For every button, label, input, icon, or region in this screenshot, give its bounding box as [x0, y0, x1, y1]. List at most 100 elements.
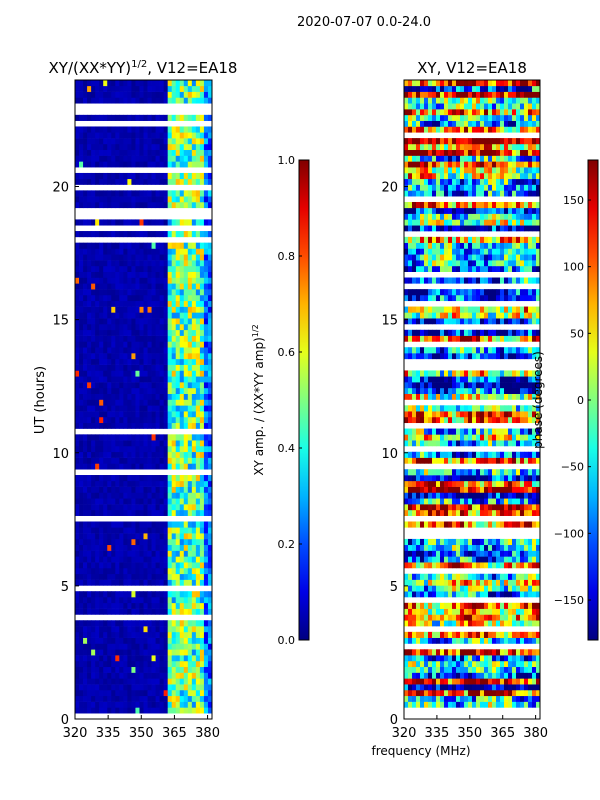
heatmap-cell	[123, 190, 128, 197]
heatmap-cell	[536, 689, 541, 697]
heatmap-cell	[115, 260, 120, 267]
heatmap-cell	[171, 579, 177, 586]
heatmap-cell	[424, 428, 429, 435]
heatmap-cell	[167, 538, 173, 546]
heatmap-cell	[444, 387, 449, 394]
heatmap-cell	[408, 475, 413, 482]
heatmap-cell	[500, 556, 505, 563]
heatmap-cell	[135, 376, 140, 383]
heatmap-cell	[488, 521, 493, 528]
heatmap-cell	[480, 666, 485, 673]
heatmap-cell	[87, 550, 92, 557]
heatmap-cell	[171, 399, 177, 406]
heatmap-cell	[175, 626, 181, 633]
heatmap-cell	[512, 451, 517, 458]
heatmap-cell	[179, 85, 185, 92]
heatmap-cell	[155, 550, 161, 557]
heatmap-cell	[131, 178, 136, 185]
heatmap-cell	[163, 85, 169, 92]
heatmap-cell	[163, 480, 169, 487]
heatmap-cell	[476, 562, 481, 569]
heatmap-cell	[123, 231, 128, 238]
heatmap-cell	[139, 178, 144, 185]
heatmap-cell	[167, 242, 173, 249]
heatmap-cell	[420, 631, 425, 638]
heatmap-cell	[147, 161, 152, 168]
heatmap-cell	[404, 538, 409, 546]
heatmap-cell	[500, 347, 505, 354]
heatmap-cell	[79, 463, 84, 470]
heatmap-cell	[516, 678, 521, 685]
amplitude-heatmap[interactable]	[75, 80, 213, 714]
heatmap-cell	[452, 637, 457, 644]
heatmap-cell	[115, 416, 120, 424]
heatmap-cell	[167, 323, 173, 331]
heatmap-cell	[171, 178, 177, 185]
heatmap-cell	[87, 190, 92, 197]
heatmap-cell	[508, 440, 513, 447]
heatmap-cell	[416, 469, 421, 476]
heatmap-cell	[456, 608, 461, 615]
heatmap-cell	[492, 434, 497, 441]
heatmap-cell	[432, 701, 437, 708]
heatmap-cell	[115, 231, 120, 238]
heatmap-cell	[203, 527, 209, 534]
heatmap-cell	[412, 411, 417, 418]
phase-heatmap[interactable]	[404, 80, 541, 708]
heatmap-cell	[488, 469, 493, 476]
heatmap-cell	[171, 504, 177, 511]
heatmap-cell	[408, 428, 413, 435]
heatmap-cell	[536, 382, 541, 389]
heatmap-cell	[183, 358, 189, 365]
heatmap-cell	[171, 660, 177, 668]
heatmap-cell	[139, 562, 144, 569]
heatmap-cell	[199, 155, 205, 162]
heatmap-cell	[420, 550, 425, 557]
heatmap-cell	[436, 486, 441, 493]
heatmap-cell	[191, 376, 197, 383]
heatmap-cell	[87, 440, 92, 447]
heatmap-cell	[139, 695, 144, 702]
heatmap-cell	[187, 143, 193, 151]
heatmap-cell	[171, 260, 177, 267]
heatmap-cell	[464, 701, 469, 708]
heatmap-cell	[79, 358, 84, 365]
heatmap-cell	[143, 405, 148, 412]
heatmap-cell	[191, 445, 197, 453]
heatmap-cell	[123, 80, 128, 87]
heatmap-cell	[155, 498, 161, 505]
heatmap-cell	[75, 538, 80, 546]
heatmap-cell	[83, 91, 88, 98]
heatmap-cell	[175, 364, 181, 371]
heatmap-cell	[488, 353, 493, 360]
heatmap-cell	[524, 504, 529, 511]
heatmap-cell	[187, 597, 193, 604]
heatmap-cell	[79, 701, 84, 708]
heatmap-cell	[91, 660, 96, 668]
heatmap-cell	[111, 399, 116, 406]
heatmap-cell	[448, 556, 453, 563]
heatmap-cell	[424, 637, 429, 644]
heatmap-cell	[107, 486, 112, 493]
heatmap-cell	[404, 411, 409, 418]
heatmap-cell	[167, 155, 173, 162]
heatmap-cell	[131, 463, 136, 470]
heatmap-cell	[195, 387, 201, 394]
heatmap-cell	[95, 480, 100, 487]
heatmap-cell	[143, 498, 148, 505]
heatmap-cell	[75, 376, 80, 383]
heatmap-cell	[83, 277, 88, 284]
heatmap-cell	[171, 597, 177, 604]
heatmap-cell	[448, 469, 453, 476]
heatmap-cell	[167, 393, 173, 400]
heatmap-cell	[95, 701, 100, 708]
heatmap-cell	[99, 254, 104, 261]
heatmap-cell	[179, 172, 185, 180]
heatmap-cell	[131, 387, 136, 394]
heatmap-cell	[139, 457, 144, 464]
heatmap-cell	[99, 265, 104, 272]
heatmap-cell	[408, 678, 413, 685]
heatmap-cell	[440, 562, 445, 569]
heatmap-cell	[207, 399, 213, 406]
heatmap-cell	[488, 434, 493, 441]
